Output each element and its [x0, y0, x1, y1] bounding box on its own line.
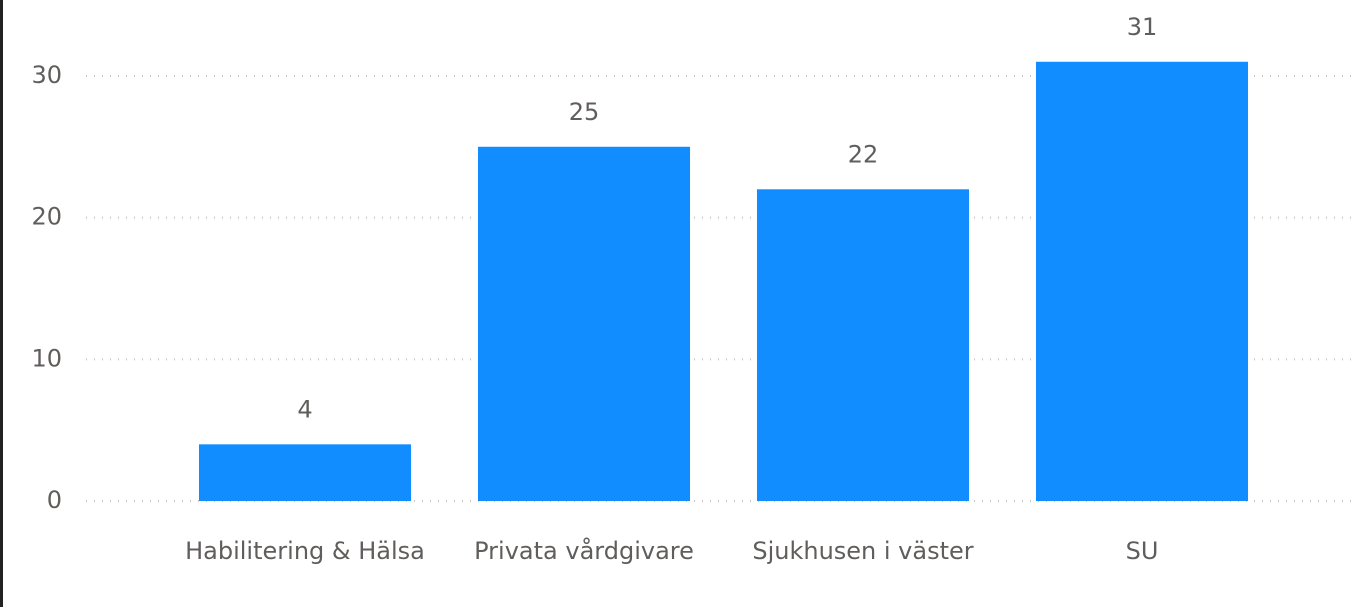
data-label: 22 — [848, 140, 879, 168]
y-tick-label: 20 — [31, 203, 62, 231]
x-tick-label: Habilitering & Hälsa — [185, 537, 425, 565]
x-tick-label: SU — [1126, 537, 1159, 565]
x-tick-label: Privata vårdgivare — [474, 536, 694, 565]
data-label: 4 — [297, 395, 312, 423]
bar — [756, 189, 970, 501]
data-label: 25 — [569, 98, 600, 126]
y-tick-label: 0 — [47, 486, 62, 514]
y-tick-label: 10 — [31, 344, 62, 372]
data-label: 31 — [1127, 13, 1158, 41]
y-tick-label: 30 — [31, 61, 62, 89]
bar — [1035, 61, 1249, 502]
bar — [477, 146, 691, 501]
bar — [198, 444, 412, 501]
x-tick-label: Sjukhusen i väster — [752, 537, 973, 565]
frame-edge — [0, 0, 3, 607]
